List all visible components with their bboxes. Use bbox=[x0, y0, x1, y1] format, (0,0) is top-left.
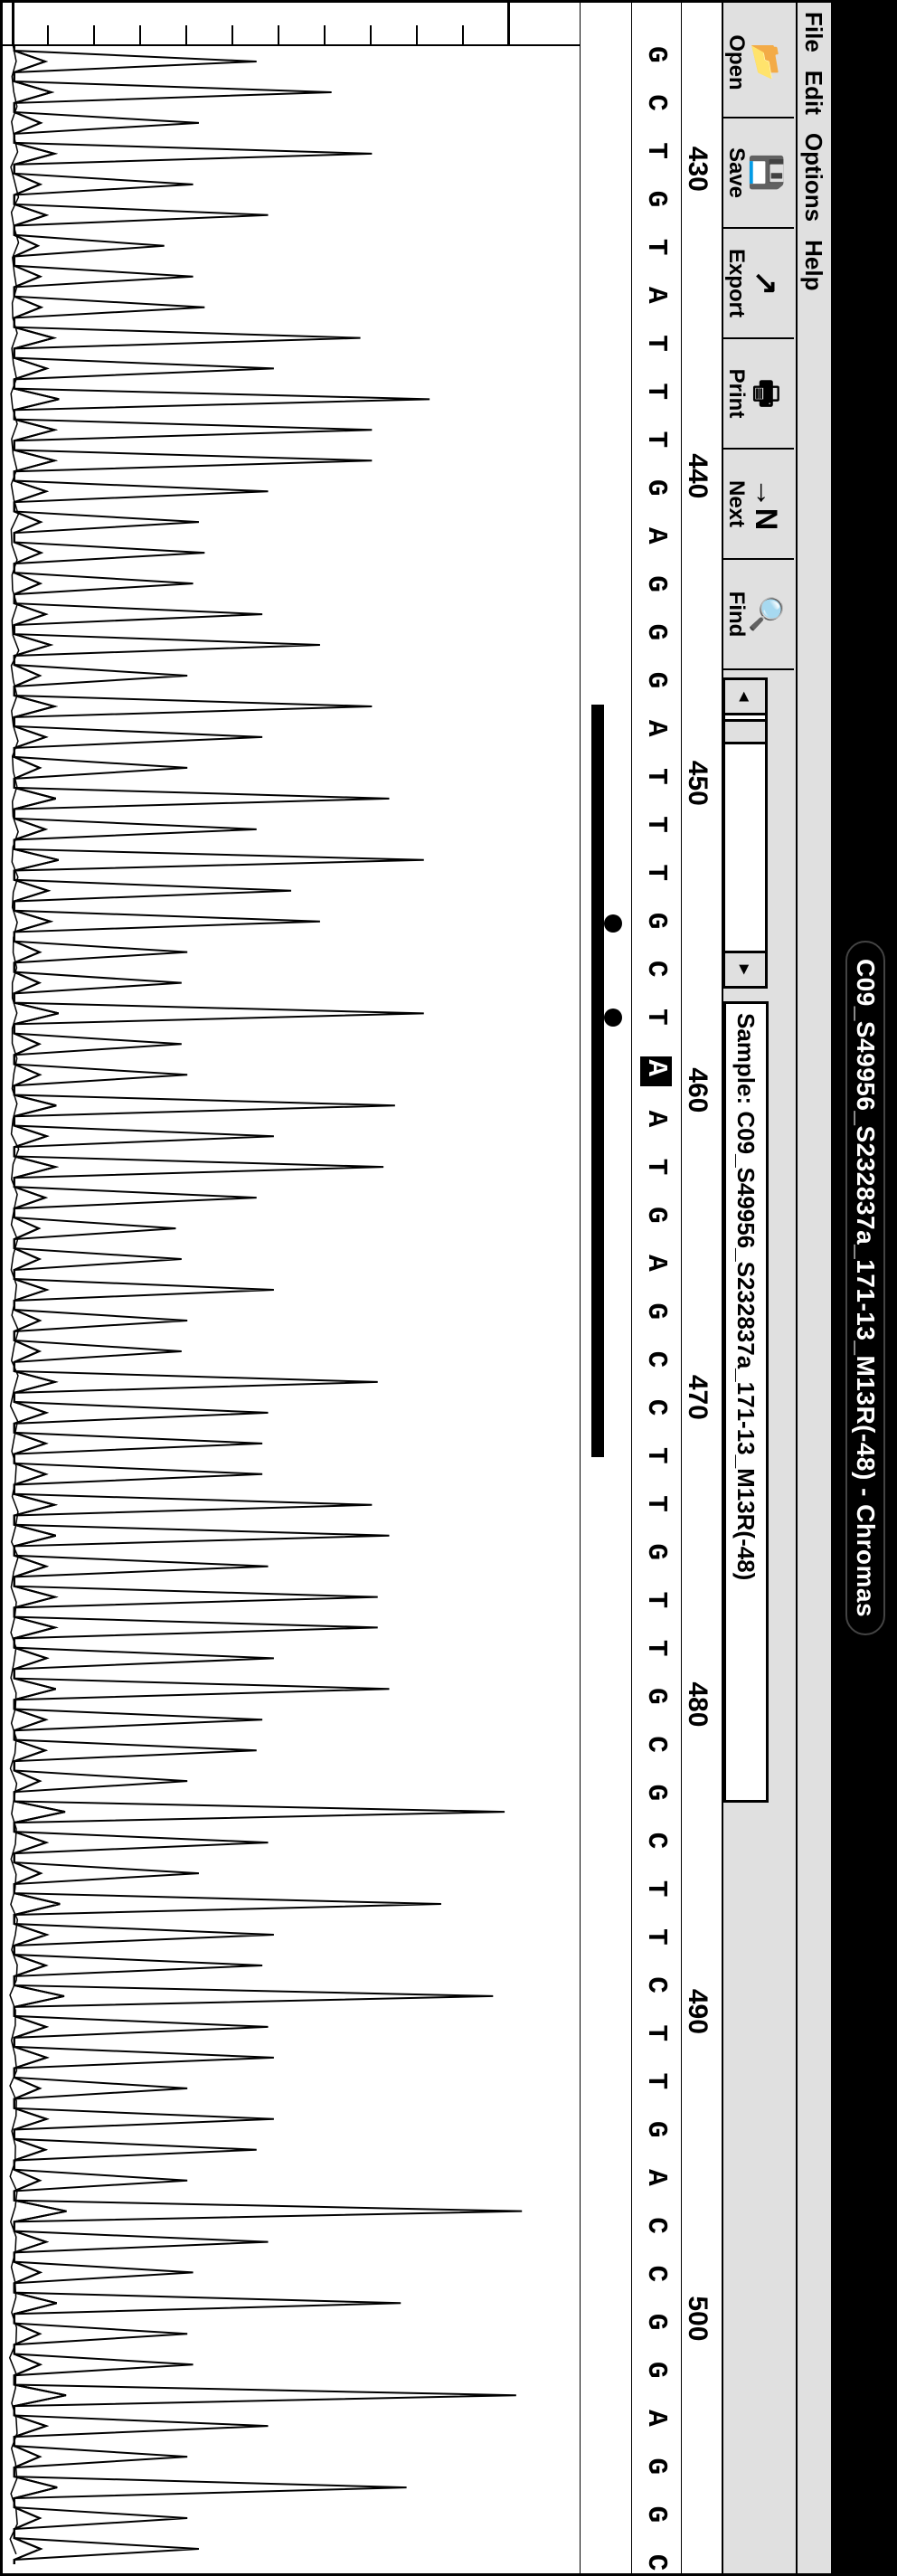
horizontal-scroll-mini[interactable]: ◂ ▸ bbox=[723, 677, 767, 989]
x-tick-label: 460 bbox=[682, 1067, 713, 1113]
y-minor-tick bbox=[139, 25, 141, 44]
annotation-dot bbox=[604, 914, 622, 933]
next-arrow-icon: →N bbox=[751, 478, 781, 531]
window-title: C09_S49956_S232837a_171-13_M13R(-48) - C… bbox=[845, 941, 885, 1635]
scroll-thumb[interactable] bbox=[722, 719, 768, 744]
sequence-before-highlight: G C T G T A T T T G A G G G A T T T G C … bbox=[641, 46, 673, 1033]
y-minor-tick bbox=[185, 25, 187, 44]
open-button[interactable]: 📂 Open bbox=[723, 8, 794, 118]
sample-name-field: Sample: C09_S49956_S232837a_171-13_M13R(… bbox=[723, 1001, 769, 1803]
x-axis-labels: 430 440 450 460 470 480 490 500 bbox=[682, 46, 722, 2564]
menu-options[interactable]: Options bbox=[799, 133, 827, 222]
export-button[interactable]: ↗ Export bbox=[723, 229, 794, 339]
sample-name-text: Sample: C09_S49956_S232837a_171-13_M13R(… bbox=[732, 1013, 760, 1580]
y-minor-tick bbox=[462, 25, 464, 44]
sequence-highlight-base: A bbox=[641, 1056, 673, 1086]
title-bar: C09_S49956_S232837a_171-13_M13R(-48) - C… bbox=[834, 0, 897, 2576]
y-axis bbox=[3, 3, 580, 46]
y-major-tick bbox=[507, 3, 510, 44]
x-tick-label: 470 bbox=[682, 1375, 713, 1420]
x-tick-label: 480 bbox=[682, 1681, 713, 1727]
annotation-row bbox=[581, 3, 631, 2573]
y-major-tick bbox=[12, 3, 14, 44]
scroll-track[interactable] bbox=[722, 715, 768, 951]
x-tick-label: 500 bbox=[682, 2296, 713, 2341]
annotation-bar bbox=[591, 705, 604, 1457]
next-button[interactable]: →N Next bbox=[723, 450, 794, 560]
open-folder-icon: 📂 bbox=[751, 43, 781, 81]
sequence-after-highlight: A T G A G C C T T G T T G C G C T T C T … bbox=[641, 1111, 673, 2576]
export-arrow-icon: ↗ bbox=[751, 270, 781, 297]
y-minor-tick bbox=[93, 25, 95, 44]
x-tick-label: 450 bbox=[682, 761, 713, 806]
sequence-row: G C T G T A T T T G A G G G A T T T G C … bbox=[631, 3, 681, 2573]
x-axis: 430 440 450 460 470 480 490 500 bbox=[681, 3, 722, 2573]
print-button[interactable]: 🖶 Print bbox=[723, 339, 794, 450]
chromatogram-svg bbox=[3, 46, 580, 2564]
main-window: File Edit Options Help 📂 Open 💾 Save ↗ E… bbox=[0, 0, 834, 2576]
scroll-right-arrow-icon[interactable]: ▸ bbox=[722, 951, 768, 989]
save-button[interactable]: 💾 Save bbox=[723, 118, 794, 229]
x-tick-label: 440 bbox=[682, 453, 713, 498]
y-minor-tick bbox=[324, 25, 326, 44]
scroll-left-arrow-icon[interactable]: ◂ bbox=[722, 677, 768, 715]
floppy-disk-icon: 💾 bbox=[751, 154, 781, 192]
chromatogram-area bbox=[3, 3, 581, 2573]
next-label: Next bbox=[723, 480, 749, 527]
export-label: Export bbox=[723, 249, 749, 317]
x-tick-label: 430 bbox=[682, 147, 713, 192]
sequence-text: G C T G T A T T T G A G G G A T T T G C … bbox=[641, 46, 673, 2576]
y-minor-tick bbox=[416, 25, 418, 44]
open-label: Open bbox=[723, 34, 749, 90]
find-button[interactable]: 🔍 Find bbox=[723, 560, 794, 670]
x-tick-label: 490 bbox=[682, 1989, 713, 2034]
print-label: Print bbox=[723, 369, 749, 419]
menu-file[interactable]: File bbox=[799, 12, 827, 52]
find-label: Find bbox=[723, 592, 749, 638]
chromatogram-trace bbox=[14, 46, 505, 2564]
y-minor-tick bbox=[231, 25, 233, 44]
save-label: Save bbox=[723, 147, 749, 198]
y-minor-tick bbox=[47, 25, 49, 44]
binoculars-icon: 🔍 bbox=[751, 595, 781, 633]
toolbar: 📂 Open 💾 Save ↗ Export 🖶 Print →N Next 🔍 bbox=[722, 3, 796, 2573]
menu-edit[interactable]: Edit bbox=[799, 71, 827, 115]
y-minor-tick bbox=[278, 25, 279, 44]
y-minor-tick bbox=[370, 25, 372, 44]
printer-icon: 🖶 bbox=[751, 379, 781, 408]
menu-help[interactable]: Help bbox=[799, 240, 827, 290]
menu-bar: File Edit Options Help bbox=[796, 3, 831, 2573]
annotation-dot bbox=[604, 1009, 622, 1027]
